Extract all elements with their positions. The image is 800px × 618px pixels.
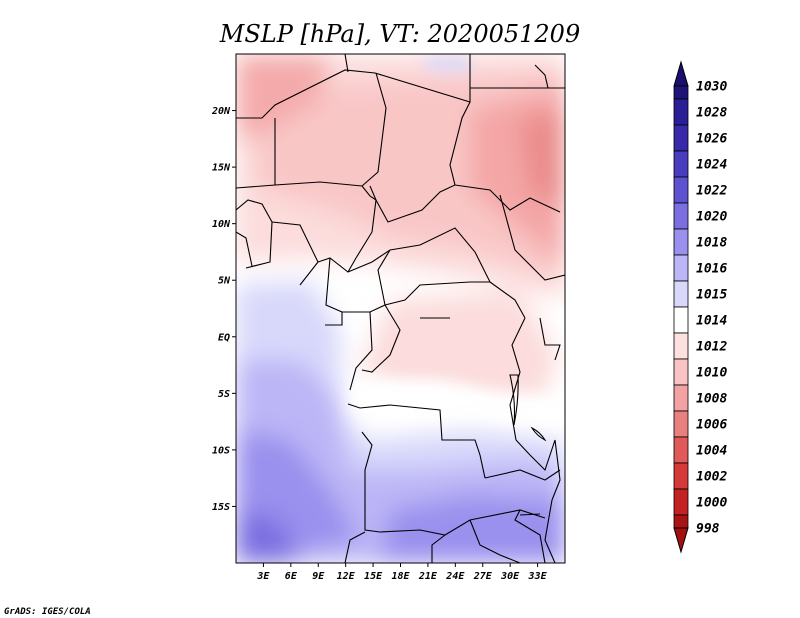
- lat-tick-label: 15S: [212, 502, 230, 513]
- lon-tick-label: 30E: [500, 571, 520, 582]
- lat-tick-label: 20N: [211, 106, 231, 117]
- lon-tick-label: 21E: [418, 571, 438, 582]
- colorbar-label: 1010: [696, 366, 727, 381]
- colorbar-swatch: [673, 150, 689, 178]
- latitude-axis: 20N 15N 10N 5N EQ 5S 10S 15S: [211, 106, 236, 513]
- colorbar-label: 1008: [696, 392, 727, 407]
- lon-tick-label: 33E: [528, 571, 548, 582]
- colorbar-swatch: [673, 124, 689, 152]
- colorbar-swatch: [673, 410, 689, 438]
- lat-tick-label: EQ: [218, 332, 230, 343]
- country-borders: [236, 54, 565, 563]
- colorbar: 1030 1028 1026 1024 1022 1020 1018 1016 1015 1014…: [673, 60, 727, 554]
- colorbar-swatch: [673, 98, 689, 126]
- map-title: MSLP [hPa], VT: 2020051209: [219, 20, 580, 48]
- colorbar-swatch: [673, 384, 689, 412]
- lat-tick-label: 15N: [212, 163, 231, 174]
- colorbar-swatch: [673, 332, 689, 360]
- colorbar-swatch: [673, 436, 689, 464]
- lon-tick-label: 18E: [391, 571, 410, 582]
- lat-tick-label: 5S: [218, 389, 230, 400]
- colorbar-label: 1018: [696, 236, 727, 251]
- colorbar-swatch: [673, 202, 689, 230]
- colorbar-label: 1006: [696, 418, 727, 433]
- colorbar-swatch: [673, 228, 689, 256]
- colorbar-label: 1002: [696, 470, 727, 485]
- colorbar-swatch: [673, 358, 689, 386]
- lat-tick-label: 10N: [212, 219, 231, 230]
- colorbar-swatch: [673, 488, 689, 516]
- lon-tick-label: 27E: [473, 571, 493, 582]
- colorbar-label: 998: [696, 522, 720, 537]
- colorbar-swatch: [673, 306, 689, 334]
- colorbar-label: 1014: [696, 314, 727, 329]
- lon-tick-label: 15E: [364, 571, 383, 582]
- lon-tick-label: 24E: [445, 571, 465, 582]
- colorbar-top-arrow: [673, 60, 689, 87]
- colorbar-swatch: [673, 462, 689, 490]
- colorbar-label: 1015: [696, 288, 727, 303]
- colorbar-label: 1030: [696, 80, 727, 95]
- colorbar-label: 1000: [696, 496, 727, 511]
- longitude-axis: 3E 6E 9E 12E 15E 18E 21E 24E 27E 30E 33E: [256, 563, 548, 582]
- colorbar-label: 1024: [696, 158, 727, 173]
- colorbar-label: 1016: [696, 262, 727, 277]
- colorbar-label: 1022: [696, 184, 727, 199]
- lon-tick-label: 12E: [337, 571, 356, 582]
- colorbar-label: 1026: [696, 132, 727, 147]
- colorbar-label: 1012: [696, 340, 727, 355]
- colorbar-label: 1020: [696, 210, 727, 225]
- colorbar-swatch: [673, 176, 689, 204]
- lon-tick-label: 9E: [312, 571, 325, 582]
- lon-tick-label: 6E: [285, 571, 298, 582]
- colorbar-swatch: [673, 254, 689, 282]
- pressure-field: [236, 54, 565, 563]
- lat-tick-label: 10S: [212, 445, 230, 456]
- colorbar-swatch: [673, 280, 689, 308]
- colorbar-bottom-arrow: [673, 527, 689, 554]
- colorbar-swatch: [673, 85, 689, 100]
- colorbar-label: 1028: [696, 106, 727, 121]
- lat-tick-label: 5N: [218, 276, 231, 287]
- colorbar-swatch: [673, 514, 689, 529]
- colorbar-label: 1004: [696, 444, 727, 459]
- lon-tick-label: 3E: [256, 571, 270, 582]
- credit-label: GrADS: IGES/COLA: [4, 607, 91, 617]
